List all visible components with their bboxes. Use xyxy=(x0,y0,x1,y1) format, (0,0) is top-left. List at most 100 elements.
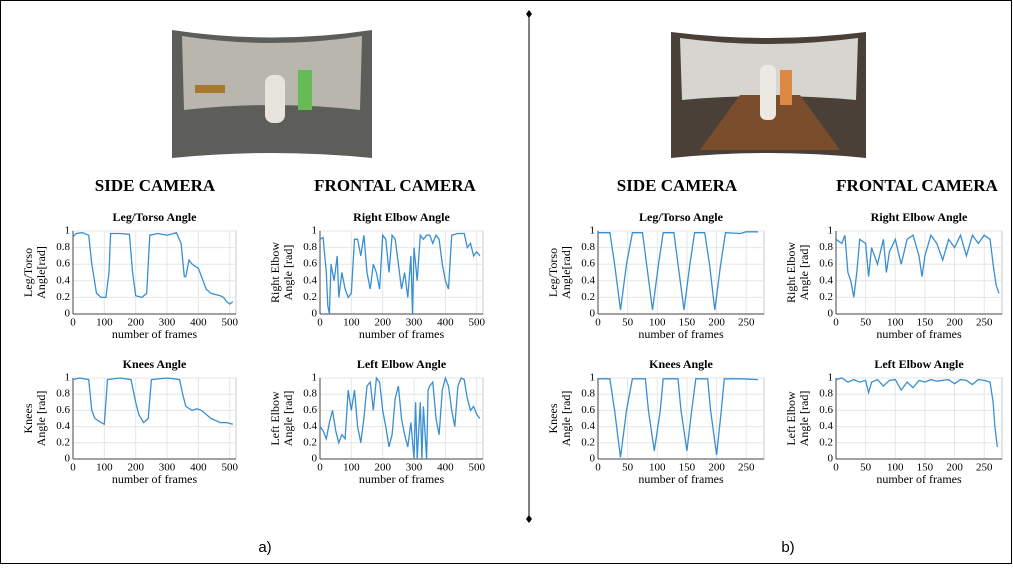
x-tick-label: 300 xyxy=(406,462,423,474)
y-tick-label: 0.6 xyxy=(303,404,317,416)
x-axis-label: number of frames xyxy=(112,327,198,341)
y-axis-label: Angle [rad] xyxy=(559,391,573,447)
y-tick-label: 1 xyxy=(65,372,71,384)
y-axis-label: Left Elbow xyxy=(784,391,798,446)
x-tick-label: 0 xyxy=(70,317,76,329)
plot-area xyxy=(835,377,1003,460)
plot-area xyxy=(835,230,1003,315)
x-tick-label: 100 xyxy=(887,317,904,329)
x-tick-label: 500 xyxy=(468,317,485,329)
y-tick-label: 0.2 xyxy=(303,291,317,303)
x-tick-label: 100 xyxy=(887,462,904,474)
x-tick-label: 0 xyxy=(317,317,323,329)
x-tick-label: 200 xyxy=(946,317,963,329)
x-tick-label: 100 xyxy=(96,317,113,329)
y-tick-label: 0.2 xyxy=(581,291,595,303)
y-axis-label: Angle[rad] xyxy=(34,246,48,299)
x-tick-label: 0 xyxy=(595,462,601,474)
y-axis-label: Left Elbow xyxy=(268,391,282,446)
y-tick-label: 0.6 xyxy=(56,404,70,416)
y-tick-label: 0 xyxy=(828,453,834,465)
x-tick-label: 200 xyxy=(708,462,725,474)
y-axis-label: Angle [rad] xyxy=(797,245,811,301)
panel-label: b) xyxy=(781,539,794,556)
y-tick-label: 0.6 xyxy=(581,258,595,270)
y-tick-label: 0 xyxy=(590,308,596,320)
y-axis-label: Angle [rad] xyxy=(34,391,48,447)
x-tick-label: 250 xyxy=(976,462,993,474)
y-axis-label: Angle [rad] xyxy=(281,391,295,447)
x-tick-label: 200 xyxy=(708,317,725,329)
y-tick-label: 0.4 xyxy=(56,420,70,432)
y-axis-label: Angle [rad] xyxy=(797,391,811,447)
x-tick-label: 500 xyxy=(221,462,238,474)
y-tick-label: 0.4 xyxy=(581,274,595,286)
y-tick-label: 0.6 xyxy=(581,404,595,416)
y-tick-label: 0.2 xyxy=(56,291,70,303)
y-tick-label: 1 xyxy=(590,225,596,237)
y-tick-label: 0.2 xyxy=(581,436,595,448)
data-line xyxy=(72,377,234,426)
x-axis-label: number of frames xyxy=(638,327,724,341)
y-tick-label: 1 xyxy=(65,225,71,237)
y-axis-label: Angle[rad] xyxy=(559,246,573,299)
x-tick-label: 0 xyxy=(833,317,839,329)
chart-title: Left Elbow Angle xyxy=(874,357,964,371)
x-tick-label: 0 xyxy=(317,462,323,474)
x-tick-label: 150 xyxy=(917,462,934,474)
chart-title: Left Elbow Angle xyxy=(357,357,447,371)
y-tick-label: 0.2 xyxy=(819,436,833,448)
chart-title: Knees Angle xyxy=(123,357,187,371)
x-tick-label: 400 xyxy=(190,462,207,474)
x-tick-label: 150 xyxy=(679,317,696,329)
y-tick-label: 0.4 xyxy=(819,274,833,286)
y-tick-label: 0 xyxy=(312,308,318,320)
y-tick-label: 0.8 xyxy=(303,388,317,400)
y-tick-label: 1 xyxy=(828,225,834,237)
data-line xyxy=(835,233,1000,298)
y-tick-label: 1 xyxy=(828,372,834,384)
y-tick-label: 0.8 xyxy=(581,241,595,253)
x-tick-label: 400 xyxy=(437,317,454,329)
y-axis-label: Right Elbow xyxy=(784,242,798,303)
y-tick-label: 0.6 xyxy=(56,258,70,270)
x-tick-label: 100 xyxy=(96,462,113,474)
y-tick-label: 0.8 xyxy=(581,388,595,400)
x-tick-label: 250 xyxy=(976,317,993,329)
y-tick-label: 0.2 xyxy=(303,436,317,448)
side-camera-photo-a xyxy=(172,30,372,158)
y-tick-label: 0.8 xyxy=(56,388,70,400)
y-axis-label: Knees xyxy=(21,403,35,433)
x-tick-label: 200 xyxy=(946,462,963,474)
data-line xyxy=(319,232,481,315)
plot-area xyxy=(597,230,765,315)
x-axis-label: number of frames xyxy=(359,472,445,486)
x-axis-label: number of frames xyxy=(112,472,198,486)
chart-title: Right Elbow Angle xyxy=(871,210,968,224)
plot-area xyxy=(597,377,765,460)
camera-heading: SIDE CAMERA xyxy=(617,176,738,195)
x-tick-label: 100 xyxy=(343,462,360,474)
x-tick-label: 100 xyxy=(649,317,666,329)
y-tick-label: 1 xyxy=(312,225,318,237)
y-tick-label: 0.6 xyxy=(819,258,833,270)
y-tick-label: 0.6 xyxy=(303,258,317,270)
data-line xyxy=(835,377,998,447)
x-axis-label: number of frames xyxy=(876,327,962,341)
panel-label: a) xyxy=(258,539,271,556)
frontal-camera-photo-b xyxy=(671,32,866,158)
x-tick-label: 200 xyxy=(374,462,391,474)
x-tick-label: 250 xyxy=(738,462,755,474)
x-tick-label: 400 xyxy=(190,317,207,329)
y-tick-label: 0 xyxy=(590,453,596,465)
x-tick-label: 50 xyxy=(860,317,872,329)
chart-title: Leg/Torso Angle xyxy=(639,210,724,224)
y-tick-label: 0 xyxy=(65,308,71,320)
plot-area xyxy=(72,230,237,315)
y-tick-label: 0.8 xyxy=(303,241,317,253)
x-tick-label: 50 xyxy=(622,317,634,329)
y-tick-label: 0.4 xyxy=(303,420,317,432)
y-tick-label: 0.8 xyxy=(819,388,833,400)
data-line xyxy=(598,378,759,458)
x-tick-label: 150 xyxy=(917,317,934,329)
